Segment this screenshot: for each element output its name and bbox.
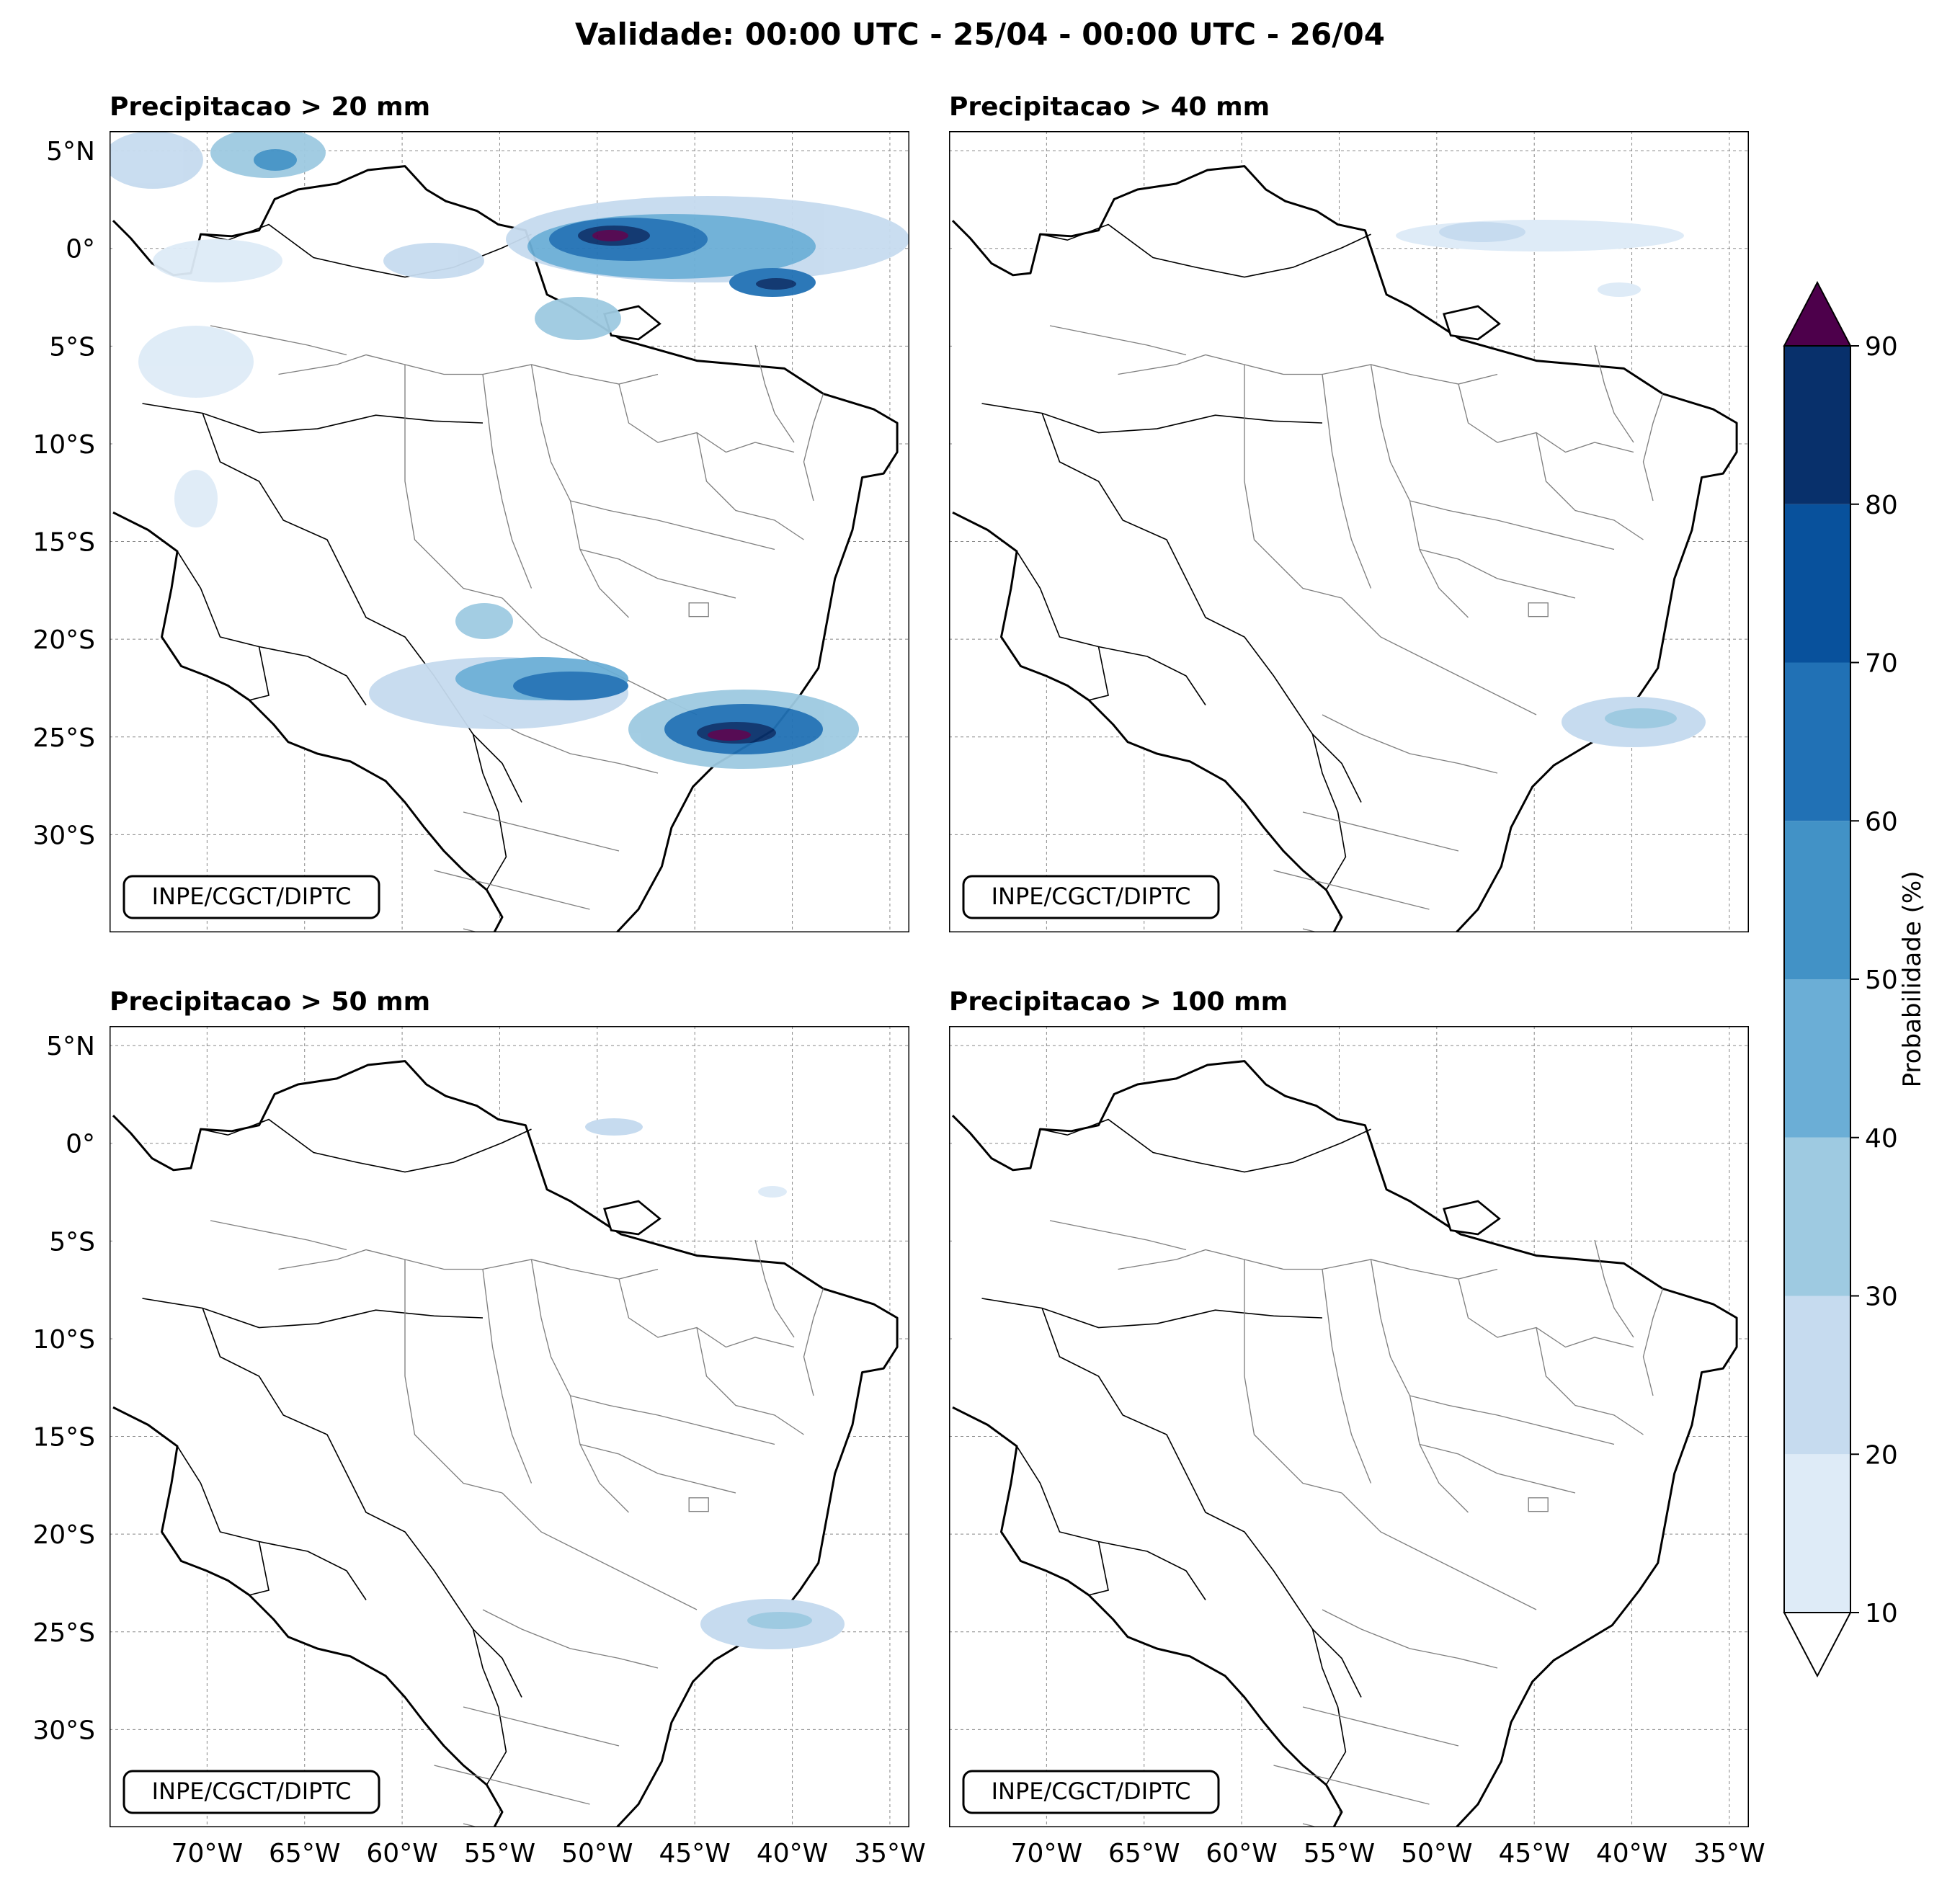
- map-area: [110, 1026, 909, 1827]
- colorbar-tick-label: 50: [1865, 966, 1898, 995]
- svg-text:INPE/CGCT/DIPTC: INPE/CGCT/DIPTC: [992, 883, 1191, 910]
- colorbar-tick-label: 80: [1865, 491, 1898, 520]
- colorbar-tick-label: 70: [1865, 649, 1898, 679]
- lat-tick-label: 10°S: [32, 1325, 95, 1355]
- lat-labels-bottom: 5°N 0° 5°S 10°S 15°S 20°S 25°S 30°S: [32, 1032, 95, 1745]
- credit-box: INPE/CGCT/DIPTC: [962, 1770, 1220, 1814]
- lat-tick-label: 5°S: [49, 1227, 95, 1257]
- colorbar-under-arrow: [1783, 1612, 1852, 1678]
- lon-tick-label: 40°W: [1596, 1839, 1667, 1868]
- lon-labels-left: 70°W 65°W 60°W 55°W 50°W 45°W 40°W 35°W: [172, 1839, 926, 1868]
- panel-100mm: Precipitacao > 100 mm INPE/CGCT/DIPTC: [949, 987, 1749, 1827]
- colorbar-label: Probabilidade (%): [1898, 871, 1927, 1088]
- colorbar: 10 20 30 40 50 60 70 80 90 Probabilidade (%): [1783, 280, 1927, 1678]
- svg-text:INPE/CGCT/DIPTC: INPE/CGCT/DIPTC: [992, 1778, 1191, 1805]
- colorbar-band: [1784, 1454, 1850, 1613]
- lon-tick-label: 35°W: [854, 1839, 925, 1868]
- lat-tick-label: 5°N: [46, 1032, 95, 1061]
- map-area: [949, 131, 1749, 932]
- lat-tick-label: 5°S: [49, 332, 95, 362]
- probability-shading: [1396, 220, 1706, 747]
- colorbar-tick-label: 10: [1865, 1599, 1898, 1628]
- credit-box: INPE/CGCT/DIPTC: [122, 1770, 380, 1814]
- colorbar-band: [1784, 821, 1850, 979]
- lat-tick-label: 15°S: [32, 1423, 95, 1453]
- lat-tick-label: 20°S: [32, 625, 95, 655]
- lat-tick-label: 10°S: [32, 430, 95, 460]
- panel-title: Precipitacao > 40 mm: [949, 92, 1270, 122]
- colorbar-band: [1784, 504, 1850, 663]
- lat-tick-label: 30°S: [32, 821, 95, 850]
- map-area: [110, 131, 909, 932]
- map-area: [949, 1026, 1749, 1827]
- colorbar-tick-label: 30: [1865, 1283, 1898, 1312]
- lon-labels-right: 70°W 65°W 60°W 55°W 50°W 45°W 40°W 35°W: [1011, 1839, 1765, 1868]
- lat-tick-label: 30°S: [32, 1716, 95, 1745]
- lat-tick-label: 15°S: [32, 528, 95, 558]
- lon-tick-label: 45°W: [659, 1839, 730, 1868]
- lat-tick-label: 5°N: [46, 137, 95, 166]
- lon-tick-label: 70°W: [172, 1839, 243, 1868]
- svg-text:INPE/CGCT/DIPTC: INPE/CGCT/DIPTC: [152, 1778, 352, 1805]
- colorbar-band: [1784, 662, 1850, 821]
- probability-shading: [585, 1118, 845, 1649]
- colorbar-band: [1784, 346, 1850, 504]
- panel-20mm: Precipitacao > 20 mm: [110, 92, 909, 932]
- lat-tick-label: 0°: [66, 1130, 95, 1159]
- panel-40mm: Precipitacao > 40 mm INPE/CGCT/DIPTC: [949, 92, 1749, 932]
- panel-title: Precipitacao > 20 mm: [110, 92, 430, 122]
- colorbar-band: [1784, 979, 1850, 1138]
- lon-tick-label: 40°W: [757, 1839, 828, 1868]
- svg-text:INPE/CGCT/DIPTC: INPE/CGCT/DIPTC: [152, 883, 352, 910]
- lon-tick-label: 65°W: [1108, 1839, 1180, 1868]
- lon-tick-label: 60°W: [1206, 1839, 1277, 1868]
- lat-tick-label: 25°S: [32, 1618, 95, 1648]
- lon-tick-label: 45°W: [1498, 1839, 1569, 1868]
- panel-title: Precipitacao > 100 mm: [949, 987, 1288, 1017]
- colorbar-tick-label: 20: [1865, 1440, 1898, 1470]
- lon-tick-label: 50°W: [561, 1839, 633, 1868]
- colorbar-over-arrow: [1783, 280, 1852, 347]
- lon-tick-label: 60°W: [366, 1839, 437, 1868]
- colorbar-tick-label: 40: [1865, 1124, 1898, 1154]
- probability-shading: [110, 131, 909, 769]
- lon-tick-label: 70°W: [1011, 1839, 1082, 1868]
- figure-title: Validade: 00:00 UTC - 25/04 - 00:00 UTC …: [575, 17, 1385, 52]
- panel-50mm: Precipitacao > 50 mm INPE/CGCT/DIPTC: [110, 987, 909, 1827]
- lat-tick-label: 25°S: [32, 723, 95, 753]
- credit-box: INPE/CGCT/DIPTC: [962, 875, 1220, 919]
- colorbar-tick-label: 60: [1865, 807, 1898, 837]
- lon-tick-label: 35°W: [1693, 1839, 1765, 1868]
- lat-tick-label: 20°S: [32, 1520, 95, 1550]
- colorbar-band: [1784, 1137, 1850, 1296]
- colorbar-band: [1784, 1296, 1850, 1455]
- lat-tick-label: 0°: [66, 235, 95, 264]
- lon-tick-label: 65°W: [269, 1839, 340, 1868]
- panel-title: Precipitacao > 50 mm: [110, 987, 430, 1017]
- lat-labels-top: 5°N 0° 5°S 10°S 15°S 20°S 25°S 30°S: [32, 137, 95, 850]
- lon-tick-label: 55°W: [1304, 1839, 1375, 1868]
- credit-box: INPE/CGCT/DIPTC: [122, 875, 380, 919]
- colorbar-tick-label: 90: [1865, 332, 1898, 362]
- lon-tick-label: 55°W: [464, 1839, 535, 1868]
- lon-tick-label: 50°W: [1401, 1839, 1472, 1868]
